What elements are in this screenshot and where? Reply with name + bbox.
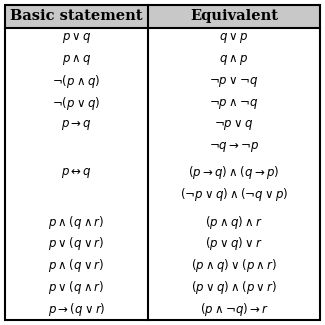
Text: $p \wedge (q \wedge r)$: $p \wedge (q \wedge r)$ bbox=[48, 214, 105, 231]
Text: $p \rightarrow q$: $p \rightarrow q$ bbox=[61, 119, 92, 133]
Text: $p \wedge (q \vee r)$: $p \wedge (q \vee r)$ bbox=[48, 257, 105, 274]
Text: $\neg p \vee \neg q$: $\neg p \vee \neg q$ bbox=[209, 75, 259, 89]
Text: $p \vee q$: $p \vee q$ bbox=[61, 32, 91, 46]
Text: $p \vee (q \vee r)$: $p \vee (q \vee r)$ bbox=[48, 236, 105, 253]
Text: Equivalent: Equivalent bbox=[190, 9, 278, 23]
Text: $p \vee (q \wedge r)$: $p \vee (q \wedge r)$ bbox=[48, 279, 105, 296]
Text: $(p \wedge q) \wedge r$: $(p \wedge q) \wedge r$ bbox=[205, 214, 263, 231]
Text: $q \vee p$: $q \vee p$ bbox=[219, 32, 249, 46]
Text: $(p \vee q) \vee r$: $(p \vee q) \vee r$ bbox=[205, 236, 263, 253]
Text: $\neg(p \vee q)$: $\neg(p \vee q)$ bbox=[52, 95, 100, 112]
Text: $\neg(p \wedge q)$: $\neg(p \wedge q)$ bbox=[52, 73, 100, 90]
Text: $(p \vee q) \wedge (p \vee r)$: $(p \vee q) \wedge (p \vee r)$ bbox=[191, 279, 277, 296]
Text: $(p \wedge q) \vee (p \wedge r)$: $(p \wedge q) \vee (p \wedge r)$ bbox=[191, 257, 277, 274]
Text: $\neg p \wedge \neg q$: $\neg p \wedge \neg q$ bbox=[209, 97, 259, 111]
Text: $p \leftrightarrow q$: $p \leftrightarrow q$ bbox=[61, 166, 92, 180]
Text: $\neg q \rightarrow \neg p$: $\neg q \rightarrow \neg p$ bbox=[209, 140, 259, 154]
Text: $(p \wedge \neg q) \rightarrow r$: $(p \wedge \neg q) \rightarrow r$ bbox=[200, 301, 268, 318]
Text: $(\neg p \vee q) \wedge (\neg q \vee p)$: $(\neg p \vee q) \wedge (\neg q \vee p)$ bbox=[180, 186, 288, 203]
Text: $q \wedge p$: $q \wedge p$ bbox=[219, 53, 249, 67]
Text: Basic statement: Basic statement bbox=[10, 9, 143, 23]
Text: $p \rightarrow (q \vee r)$: $p \rightarrow (q \vee r)$ bbox=[47, 301, 105, 318]
Text: $\neg p \vee q$: $\neg p \vee q$ bbox=[214, 119, 254, 133]
Text: $p \wedge q$: $p \wedge q$ bbox=[61, 53, 91, 67]
Bar bbox=[5, 5, 320, 28]
Text: $(p \rightarrow q) \wedge (q \rightarrow p)$: $(p \rightarrow q) \wedge (q \rightarrow… bbox=[188, 164, 280, 181]
